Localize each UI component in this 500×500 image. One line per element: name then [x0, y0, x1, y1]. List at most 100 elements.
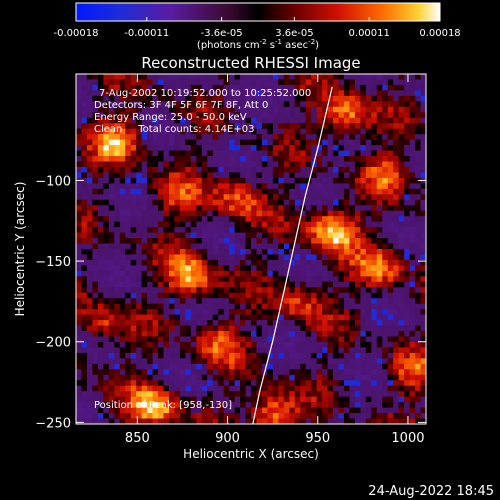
heatmap-cell — [130, 128, 137, 135]
heatmap-cell — [343, 227, 350, 233]
heatmap-cell — [360, 298, 367, 305]
heatmap-cell — [311, 210, 318, 217]
heatmap-cell — [218, 79, 225, 86]
heatmap-cell — [229, 177, 235, 184]
heatmap-cell — [212, 90, 219, 97]
heatmap-cell — [294, 123, 301, 130]
heatmap-cell — [404, 183, 410, 190]
heatmap-cell — [114, 407, 121, 414]
heatmap-cell — [86, 303, 93, 310]
chart-title: Reconstructed RHESSI Image — [141, 54, 360, 72]
heatmap-cell — [136, 325, 143, 332]
x-axis-ticks: 850 900 950 1000 — [125, 74, 425, 446]
heatmap-cell — [108, 95, 115, 102]
heatmap-cell — [108, 270, 115, 277]
heatmap-cell — [245, 402, 252, 408]
heatmap-cell — [201, 205, 208, 212]
heatmap-cell — [294, 292, 301, 299]
heatmap-cell — [398, 249, 405, 255]
heatmap-cell — [240, 243, 246, 250]
heatmap-cell — [327, 287, 334, 294]
heatmap-cell — [234, 402, 241, 408]
heatmap-cell — [185, 391, 192, 398]
heatmap-cell — [420, 249, 426, 255]
heatmap-cell — [354, 166, 361, 173]
heatmap-cell — [152, 331, 159, 337]
heatmap-cell — [108, 320, 115, 326]
heatmap-cell — [256, 358, 263, 365]
heatmap-cell — [86, 106, 93, 113]
heatmap-cell — [119, 166, 126, 173]
heatmap-cell — [114, 331, 121, 337]
heatmap-cell — [289, 74, 296, 80]
heatmap-cell — [398, 270, 405, 277]
heatmap-cell — [409, 341, 416, 348]
heatmap-cell — [343, 369, 350, 376]
heatmap-cell — [207, 396, 214, 403]
heatmap-cell — [240, 95, 246, 102]
heatmap-cell — [360, 188, 367, 195]
heatmap-cell — [376, 150, 383, 157]
heatmap-cell — [185, 270, 192, 277]
heatmap-cell — [333, 90, 339, 97]
heatmap-cell — [404, 194, 410, 201]
heatmap-cell — [376, 177, 383, 184]
heatmap-cell — [130, 95, 137, 102]
heatmap-cell — [97, 369, 104, 376]
heatmap-cell — [168, 156, 175, 162]
heatmap-cell — [294, 84, 301, 91]
heatmap-cell — [365, 95, 372, 102]
heatmap-cell — [212, 232, 219, 239]
heatmap-cell — [201, 309, 208, 316]
heatmap-cell — [136, 156, 143, 162]
heatmap-cell — [371, 396, 378, 403]
heatmap-cell — [376, 402, 383, 408]
heatmap-cell — [179, 79, 186, 86]
heatmap-cell — [387, 309, 394, 316]
heatmap-cell — [185, 336, 192, 343]
heatmap-cell — [349, 101, 356, 108]
heatmap-cell — [97, 84, 104, 91]
heatmap-cell — [212, 341, 219, 348]
heatmap-cell — [333, 194, 339, 201]
heatmap-cell — [114, 243, 121, 250]
heatmap-cell — [174, 309, 181, 316]
heatmap-cell — [245, 325, 252, 332]
heatmap-cell — [147, 90, 153, 97]
heatmap-cell — [147, 139, 153, 146]
heatmap-cell — [294, 161, 301, 168]
heatmap-cell — [387, 331, 394, 337]
heatmap-cell — [76, 418, 82, 424]
heatmap-cell — [300, 205, 307, 212]
heatmap-cell — [229, 352, 235, 359]
heatmap-cell — [360, 95, 367, 102]
heatmap-cell — [114, 374, 121, 381]
heatmap-cell — [360, 161, 367, 168]
heatmap-cell — [327, 205, 334, 212]
y-axis-label: Heliocentric Y (arcsec) — [13, 182, 27, 317]
heatmap-cell — [333, 331, 339, 337]
heatmap-cell — [92, 385, 99, 392]
heatmap-cell — [97, 101, 104, 108]
heatmap-cell — [343, 309, 350, 316]
heatmap-cell — [376, 84, 383, 91]
heatmap-cell — [404, 413, 410, 419]
heatmap-cell — [404, 314, 410, 321]
heatmap-cell — [398, 188, 405, 195]
heatmap-cell — [415, 380, 421, 387]
heatmap-cell — [240, 101, 246, 108]
heatmap-cell — [81, 418, 88, 424]
heatmap-cell — [201, 281, 208, 288]
heatmap-cell — [196, 287, 203, 294]
heatmap-cell — [420, 123, 426, 130]
heatmap-cell — [234, 314, 241, 321]
heatmap-cell — [349, 385, 356, 392]
heatmap-cell — [387, 341, 394, 348]
heatmap-cell — [294, 325, 301, 332]
heatmap-cell — [376, 380, 383, 387]
heatmap-cell — [382, 341, 389, 348]
heatmap-cell — [86, 418, 93, 424]
heatmap-cell — [130, 238, 137, 244]
heatmap-cell — [168, 84, 175, 91]
heatmap-cell — [322, 188, 328, 195]
